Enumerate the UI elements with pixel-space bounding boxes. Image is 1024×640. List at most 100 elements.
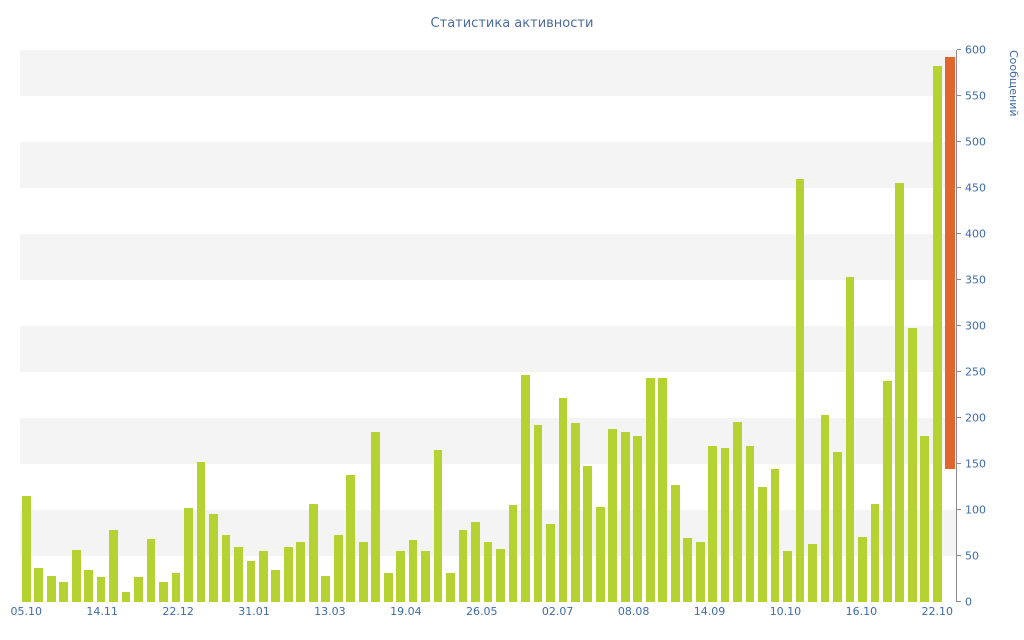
bar (146, 539, 156, 602)
bar (46, 576, 56, 602)
y-tick-label: 0 (965, 595, 972, 609)
y-tick (957, 417, 961, 418)
y-tick-label: 500 (965, 135, 986, 149)
bar (271, 569, 281, 602)
y-tick-label: 300 (965, 319, 986, 333)
y-tick (957, 371, 961, 372)
bar (595, 507, 605, 602)
bar (296, 542, 306, 602)
bar (159, 581, 168, 602)
bar (258, 551, 268, 602)
bar (283, 546, 293, 602)
bar (333, 534, 343, 602)
bar (920, 436, 930, 602)
bar (683, 537, 693, 602)
bar (808, 544, 817, 602)
y-tick (957, 141, 961, 142)
y-tick-label: 600 (965, 43, 986, 57)
bar (71, 549, 81, 602)
bar (758, 487, 767, 602)
bar (670, 485, 680, 602)
x-tick-label: 13.03 (314, 605, 346, 618)
bar (521, 374, 530, 602)
bar (96, 577, 106, 602)
bar (858, 536, 867, 602)
grid-band (20, 326, 956, 372)
bar (209, 513, 218, 602)
grid-band (20, 234, 956, 280)
x-tick-label: 31.01 (238, 605, 270, 618)
bar (583, 465, 593, 602)
bar (508, 505, 518, 602)
y-tick (957, 463, 961, 464)
bar (184, 508, 193, 602)
bar (570, 422, 580, 602)
bar (196, 462, 206, 602)
bar (932, 65, 942, 602)
bar (358, 542, 368, 602)
y-tick-label: 150 (965, 457, 986, 471)
bar (620, 431, 630, 602)
bar (308, 503, 318, 602)
y-tick (957, 601, 961, 602)
chart-title: Статистика активности (430, 16, 594, 31)
bar (234, 546, 243, 602)
y-axis-title: Сообщений (1007, 50, 1020, 117)
bar (720, 448, 730, 602)
bar (795, 178, 805, 602)
y-tick-label: 450 (965, 181, 986, 195)
y-tick (957, 49, 961, 50)
bar (458, 530, 468, 602)
x-tick-label: 26.05 (466, 605, 498, 618)
bar (633, 436, 643, 602)
bar (59, 581, 69, 602)
bar (745, 445, 755, 602)
y-tick (957, 555, 961, 556)
bar (820, 415, 830, 602)
bar (471, 521, 480, 602)
bar (907, 327, 917, 602)
current-period-bar (945, 57, 955, 469)
bar (21, 496, 31, 602)
grid-band (20, 142, 956, 188)
x-tick-label: 19.04 (390, 605, 422, 618)
bar (383, 572, 393, 602)
x-axis-labels: 05.10 14.11 22.12 31.01 13.03 19.04 26.05 02.07… (10, 605, 957, 621)
x-tick-label: 10.10 (769, 605, 802, 618)
y-tick-label: 100 (965, 503, 986, 517)
bar (895, 183, 905, 602)
bar (346, 475, 356, 602)
bar (496, 548, 505, 602)
x-tick-label: 14.09 (693, 605, 726, 618)
bar (845, 277, 855, 602)
bar (882, 381, 892, 602)
x-tick-label: 22.10 (921, 605, 954, 618)
bar (608, 429, 618, 602)
y-tick-label: 200 (965, 411, 986, 425)
y-tick-label: 400 (965, 227, 986, 241)
grid-band (20, 50, 956, 96)
grid-band (20, 418, 956, 464)
bar (34, 567, 44, 602)
bar (396, 551, 405, 602)
y-tick (957, 187, 961, 188)
bar (870, 503, 880, 602)
bar (109, 530, 118, 602)
bar (371, 431, 381, 602)
bar (695, 542, 705, 602)
x-tick-label: 22.12 (162, 605, 194, 618)
bar (770, 468, 780, 602)
y-tick (957, 95, 961, 96)
bar (658, 378, 668, 602)
bar (171, 573, 181, 602)
x-tick-label: 14.11 (86, 605, 118, 618)
bar (321, 576, 331, 602)
x-tick-label: 02.07 (541, 605, 574, 618)
x-tick-label: 16.10 (845, 605, 878, 618)
bar (645, 378, 655, 602)
bar (84, 569, 93, 602)
y-tick-label: 50 (965, 549, 979, 563)
bar (121, 591, 131, 602)
y-tick (957, 325, 961, 326)
